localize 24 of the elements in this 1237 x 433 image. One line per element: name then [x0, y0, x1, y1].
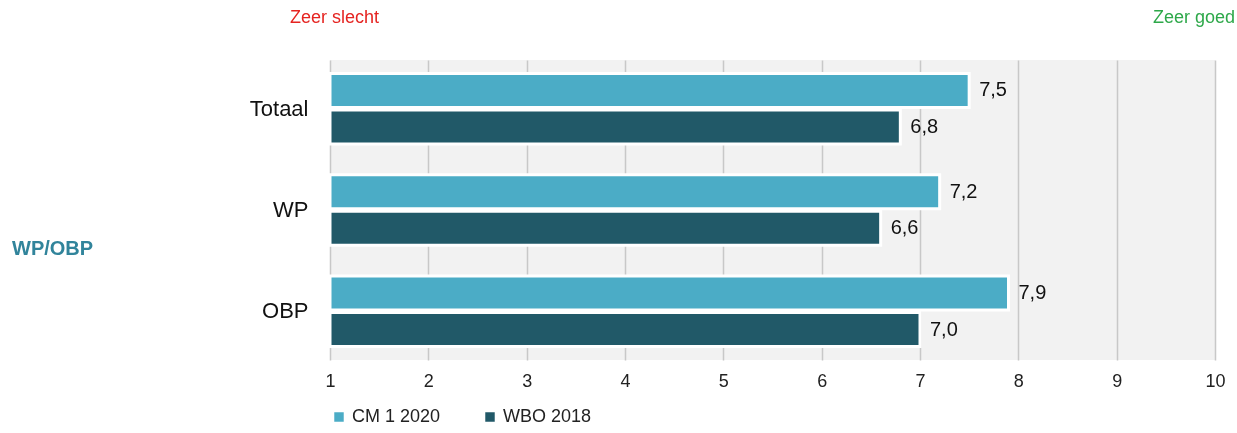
- x-tick-label: 3: [522, 370, 533, 391]
- text: Zeer slecht: [290, 7, 380, 27]
- data-label: 7,5: [979, 78, 1007, 101]
- x-tick-label: 10: [1205, 370, 1226, 391]
- x-tick-label: 7: [915, 370, 926, 391]
- legend-label: WBO 2018: [503, 406, 592, 426]
- x-tick-label: 4: [620, 370, 631, 391]
- data-label: 6,8: [910, 114, 939, 137]
- text: Zeer goed: [1152, 7, 1235, 27]
- data-label: 6,6: [890, 216, 919, 239]
- x-tick-label: 1: [325, 370, 336, 391]
- text: WP/OBP: [12, 237, 94, 259]
- data-label: 7,2: [949, 179, 978, 202]
- legend-label: CM 1 2020: [352, 406, 441, 426]
- x-tick-label: 6: [817, 370, 828, 391]
- data-label: 7,9: [1018, 281, 1047, 304]
- x-tick-label: 9: [1112, 370, 1123, 391]
- y-tick-label: OBP: [262, 298, 309, 324]
- y-tick-label: WP: [273, 197, 309, 222]
- data-label: 7,0: [930, 317, 958, 340]
- y-tick-label: Totaal: [249, 95, 309, 121]
- x-tick-label: 2: [423, 370, 434, 391]
- x-tick-label: 8: [1013, 370, 1024, 391]
- x-tick-label: 5: [718, 370, 729, 391]
